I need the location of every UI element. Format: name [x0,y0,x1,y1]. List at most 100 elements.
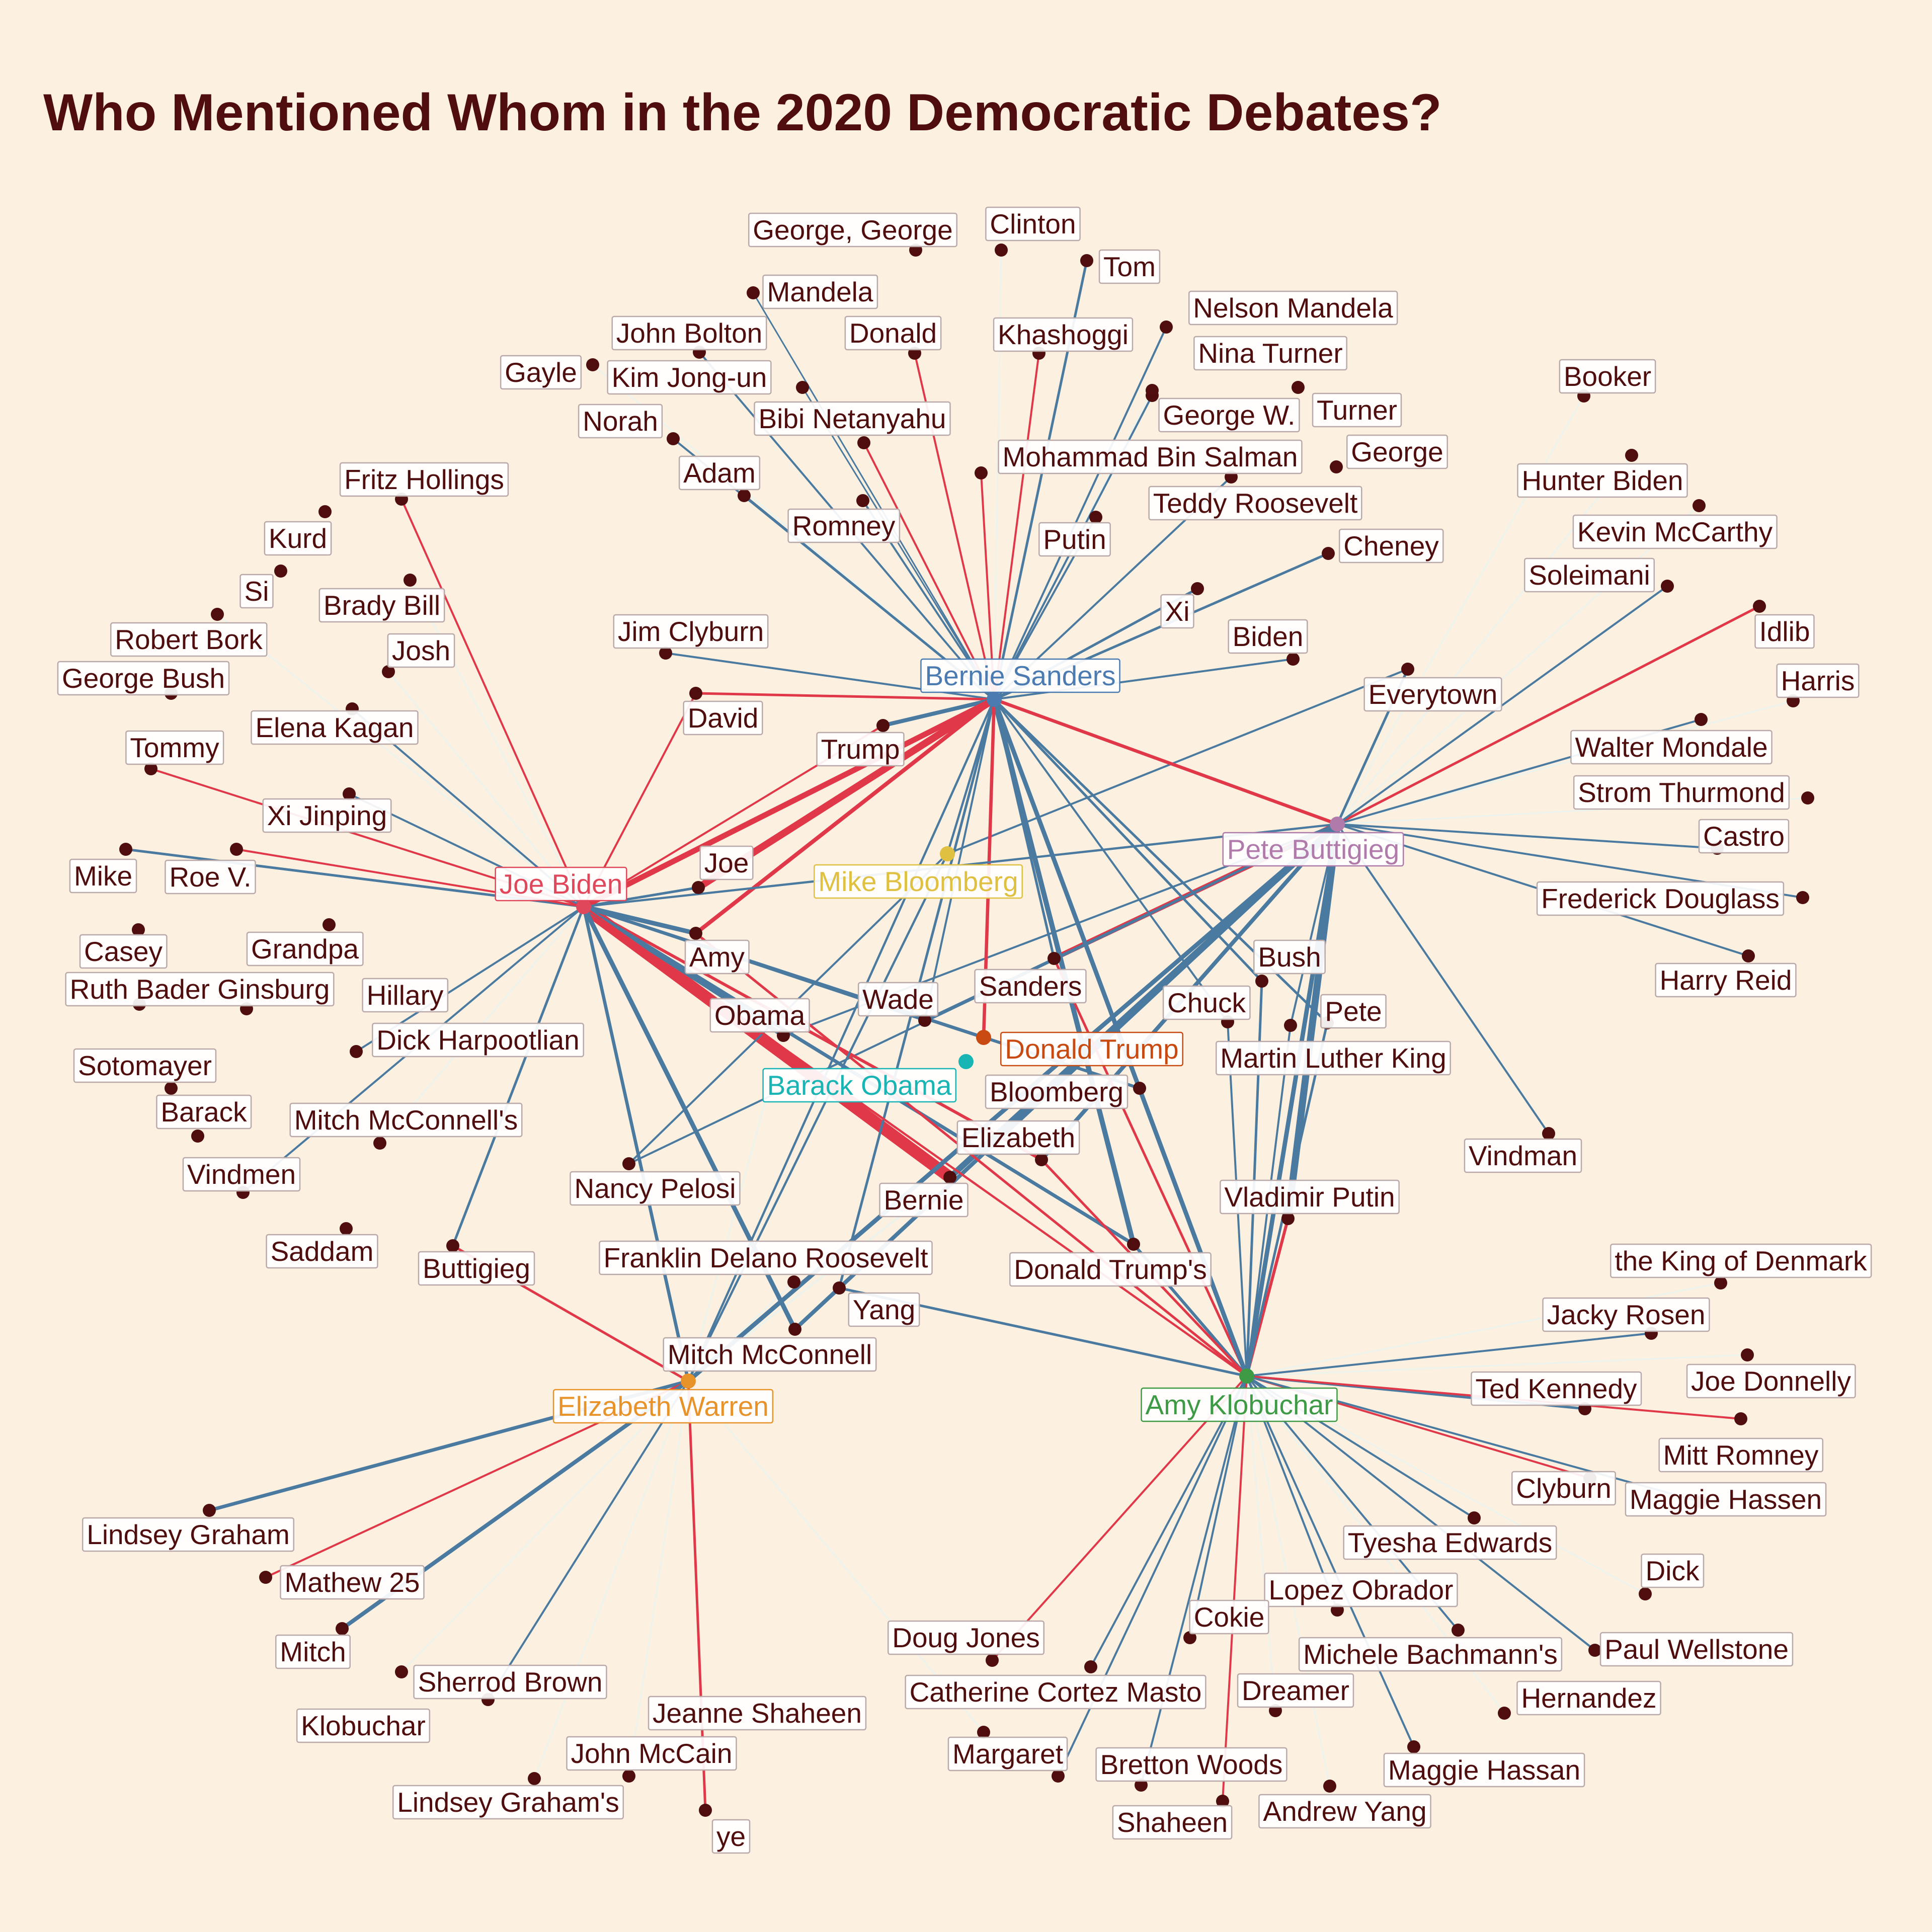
node-fdr[interactable] [787,1275,800,1289]
node-wellstone[interactable] [1588,1644,1601,1657]
node-cheney[interactable] [1322,547,1335,560]
node-bernie[interactable] [943,1171,956,1184]
node-trumps[interactable] [1127,1238,1140,1251]
node-nelson_mandela[interactable] [1160,320,1173,334]
svg-text:Franklin Delano Roosevelt: Franklin Delano Roosevelt [603,1242,928,1273]
node-josh[interactable] [382,665,395,678]
node-turner[interactable] [1292,381,1305,394]
node-vindman[interactable] [1542,1127,1555,1140]
node-strom[interactable] [1801,791,1814,804]
node-george[interactable] [1330,460,1343,473]
node-obama[interactable] [958,1054,974,1069]
node-mbs[interactable] [975,466,988,479]
node-tommy[interactable] [144,762,157,775]
node-elizabeth[interactable] [1035,1153,1048,1166]
node-bibi[interactable] [857,436,870,449]
node-roe[interactable] [230,843,243,856]
node-saddam[interactable] [340,1222,353,1235]
node-doug[interactable] [986,1654,999,1667]
node-amy[interactable] [689,927,702,940]
node-bloomberg[interactable] [940,846,955,861]
node-si[interactable] [274,565,287,578]
node-cokie[interactable] [1183,1631,1196,1644]
node-tyesha[interactable] [1468,1511,1481,1524]
node-wade[interactable] [918,1014,931,1027]
node-mathew[interactable] [259,1571,272,1584]
node-dick[interactable] [1639,1587,1652,1600]
node-jim_clyburn[interactable] [659,647,672,660]
node-ye[interactable] [699,1804,712,1817]
node-clinton[interactable] [995,244,1008,257]
svg-text:Vladimir Putin: Vladimir Putin [1224,1181,1395,1213]
node-barack[interactable] [191,1130,204,1143]
node-biden_m[interactable] [1286,653,1300,666]
node-tom[interactable] [1080,254,1093,267]
node-putin[interactable] [1089,511,1102,524]
node-vladimir[interactable] [1281,1212,1295,1225]
node-yang[interactable] [833,1281,846,1295]
node-joe_donnelly[interactable] [1741,1348,1754,1361]
node-mike[interactable] [119,843,132,856]
label-king_denmark: the King of Denmark [1610,1243,1872,1278]
node-xi[interactable] [1191,582,1204,595]
node-everytown[interactable] [1401,663,1414,676]
node-buttigieg[interactable] [1330,817,1345,832]
node-sanders_m[interactable] [1048,952,1061,965]
node-casey[interactable] [132,923,145,936]
node-david[interactable] [689,687,702,700]
node-jeanne[interactable] [977,1726,990,1739]
label-walter: Walter Mondale [1570,730,1773,765]
node-mcconnell[interactable] [788,1323,801,1336]
node-biden[interactable] [576,899,591,914]
node-margaret[interactable] [1052,1769,1065,1783]
node-shaheen[interactable] [1216,1795,1229,1808]
node-mcconnells[interactable] [373,1137,386,1150]
node-andrew_yang[interactable] [1323,1780,1336,1793]
node-joe[interactable] [692,881,705,894]
node-sanders[interactable] [987,692,1002,707]
node-nancy[interactable] [622,1157,635,1170]
node-lindseys[interactable] [528,1772,541,1785]
edge-wade-sanders [924,698,995,1021]
node-trump[interactable] [976,1030,991,1045]
node-mccain[interactable] [622,1769,635,1783]
node-ccm[interactable] [1084,1660,1097,1673]
node-kevin[interactable] [1693,499,1706,512]
node-king_denmark[interactable] [1714,1276,1727,1290]
node-bretton[interactable] [1135,1779,1148,1792]
node-walter[interactable] [1695,713,1708,726]
node-bush[interactable] [1255,975,1268,988]
node-adam[interactable] [738,489,751,502]
node-idlib[interactable] [1753,600,1766,613]
node-norah[interactable] [667,432,680,445]
node-bachmann[interactable] [1452,1624,1465,1637]
node-warren[interactable] [681,1374,696,1389]
node-lindsey[interactable] [203,1504,216,1517]
node-grandpa[interactable] [323,918,336,931]
node-buttigieg_m[interactable] [446,1239,459,1252]
node-klobuchar[interactable] [1239,1369,1254,1384]
node-bloomberg_m[interactable] [1133,1082,1146,1095]
node-trump_m[interactable] [876,719,890,732]
node-klobuchar_m[interactable] [395,1665,408,1678]
node-hunter[interactable] [1625,449,1638,462]
node-mitt[interactable] [1734,1412,1747,1425]
node-mlk[interactable] [1284,1019,1297,1032]
node-soleimani[interactable] [1661,580,1674,593]
node-brady[interactable] [404,574,417,587]
node-kim_jong_un[interactable] [796,381,809,394]
node-hernandez[interactable] [1498,1707,1511,1720]
node-sotomayer[interactable] [165,1082,178,1095]
node-george_w[interactable] [1146,384,1159,397]
node-gayle[interactable] [586,358,599,371]
node-kurd[interactable] [318,505,332,518]
node-robert_bork[interactable] [211,608,224,621]
node-romney[interactable] [856,494,869,507]
node-maggie_hassan[interactable] [1407,1740,1420,1753]
node-frederick[interactable] [1796,891,1809,904]
node-mitch[interactable] [336,1622,349,1635]
node-dick_h[interactable] [350,1045,363,1058]
node-mandela[interactable] [747,286,760,299]
node-xi_jinping[interactable] [343,787,356,800]
node-harry_reid[interactable] [1742,949,1755,962]
